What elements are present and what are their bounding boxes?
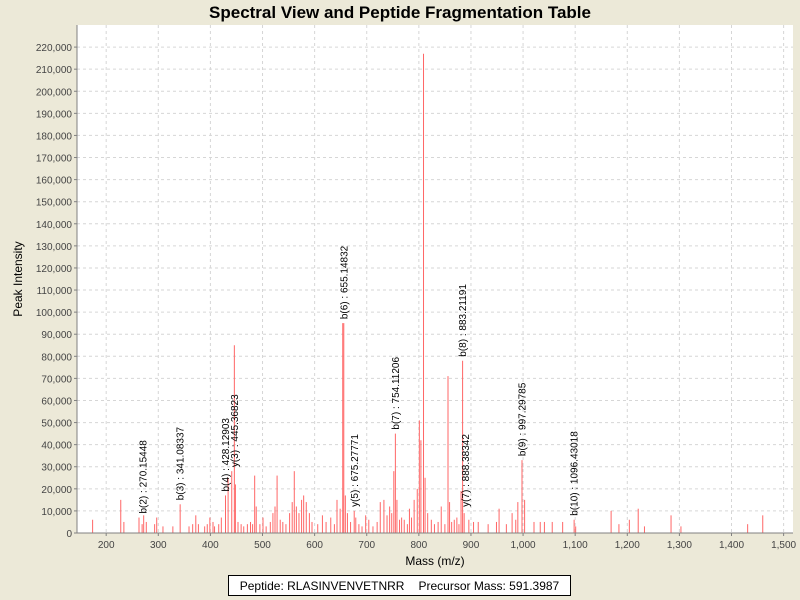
x-tick-label: 1,400 (719, 540, 744, 551)
x-tick-label: 1,100 (563, 540, 588, 551)
peak-annotation: b(3) : 341.08337 (176, 426, 187, 500)
y-tick-label: 30,000 (41, 463, 72, 474)
peptide-info-box: Peptide: RLASINVENVETNRR Precursor Mass:… (228, 575, 571, 596)
peptide-label: Peptide: RLASINVENVETNRR (239, 578, 405, 593)
y-tick-label: 170,000 (36, 154, 73, 165)
x-tick-label: 200 (98, 540, 115, 551)
peak-annotation: y(5) : 675.27771 (350, 434, 361, 507)
y-tick-label: 70,000 (41, 374, 72, 385)
peak-annotation: b(2) : 270.15448 (139, 440, 150, 514)
y-tick-label: 0 (66, 529, 72, 540)
x-tick-label: 800 (411, 540, 428, 551)
y-tick-label: 220,000 (36, 43, 73, 54)
x-tick-label: 600 (306, 540, 323, 551)
y-tick-label: 50,000 (41, 419, 72, 430)
x-tick-label: 500 (254, 540, 271, 551)
peak-annotation: y(7) : 888.38342 (461, 434, 472, 507)
y-tick-label: 190,000 (36, 109, 73, 120)
y-tick-label: 140,000 (36, 220, 73, 231)
y-tick-label: 90,000 (41, 330, 72, 341)
y-tick-label: 20,000 (41, 485, 72, 496)
y-tick-label: 180,000 (36, 131, 73, 142)
peak-annotation: b(10) : 1096.43018 (569, 431, 580, 516)
x-tick-label: 1,000 (511, 540, 536, 551)
x-tick-label: 1,200 (615, 540, 640, 551)
x-tick-label: 700 (358, 540, 375, 551)
x-tick-label: 1,500 (771, 540, 796, 551)
y-tick-label: 100,000 (36, 308, 73, 319)
peak-annotation: b(7) : 754.11206 (391, 357, 402, 430)
plot-background (77, 25, 793, 533)
y-tick-label: 10,000 (41, 507, 72, 518)
peak-annotation: b(4) : 428.12903 (221, 418, 232, 492)
x-tick-label: 1,300 (667, 540, 692, 551)
chart-title: Spectral View and Peptide Fragmentation … (209, 3, 591, 22)
y-tick-label: 80,000 (41, 352, 72, 363)
x-tick-label: 300 (150, 540, 167, 551)
peak-annotation: b(6) : 655.14832 (339, 245, 350, 319)
y-tick-label: 60,000 (41, 396, 72, 407)
y-tick-label: 160,000 (36, 176, 73, 187)
y-tick-label: 120,000 (36, 264, 73, 275)
peak-annotation: b(9) : 997.29785 (518, 382, 529, 456)
x-axis-label: Mass (m/z) (405, 554, 464, 568)
y-tick-label: 40,000 (41, 441, 72, 452)
y-tick-label: 110,000 (37, 286, 73, 297)
x-tick-label: 900 (463, 540, 480, 551)
x-tick-label: 400 (202, 540, 219, 551)
y-tick-label: 150,000 (36, 198, 73, 209)
y-tick-label: 130,000 (36, 242, 73, 253)
y-tick-label: 200,000 (36, 87, 73, 98)
y-axis-label: Peak Intensity (11, 241, 25, 316)
y-tick-label: 210,000 (36, 65, 73, 76)
peak-annotation: b(8) : 883.21191 (458, 284, 469, 357)
peak-annotation: y(3) : 445.36823 (230, 394, 241, 467)
precursor-mass-label: Precursor Mass: 591.3987 (418, 578, 560, 593)
